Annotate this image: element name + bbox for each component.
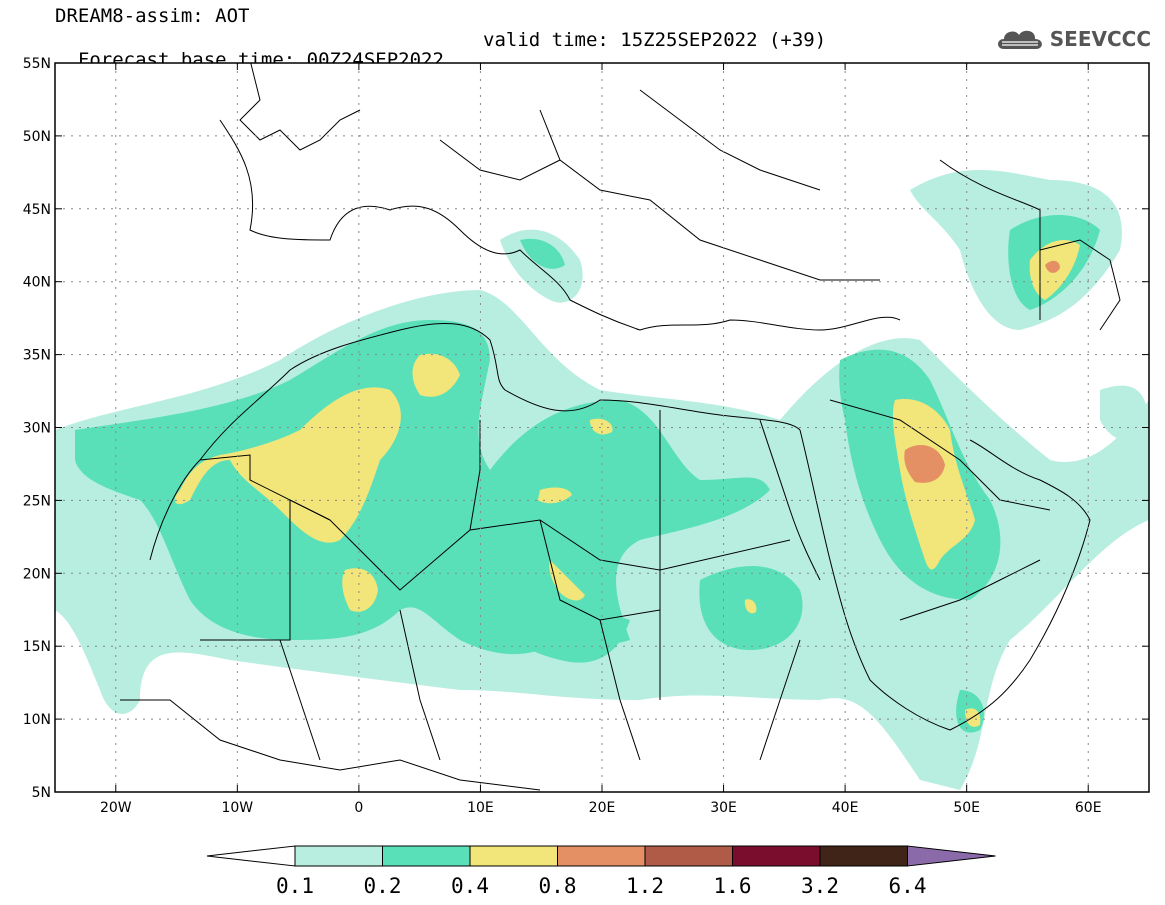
lon-label: 0 <box>354 800 363 816</box>
seevccc-logo: SEEVCCC <box>994 24 1151 54</box>
lat-label: 5N <box>32 785 51 801</box>
colorbar-box <box>644 845 733 867</box>
map-title: DREAM8-assim: AOT <box>55 5 250 27</box>
colorbar-box <box>469 845 558 867</box>
colorbar <box>206 845 996 867</box>
colorbar-label: 0.1 <box>276 874 314 898</box>
latitude-labels: 55N 50N 45N 40N 35N 30N 25N 20N 15N 10N 5N <box>23 56 51 801</box>
logo-text: SEEVCCC <box>1049 27 1151 51</box>
colorbar-box <box>819 845 908 867</box>
aot-fields <box>55 170 1149 790</box>
colorbar-label: 3.2 <box>801 874 839 898</box>
colorbar-box <box>557 845 646 867</box>
lat-label: 25N <box>23 493 51 509</box>
colorbar-high-triangle <box>907 845 996 867</box>
lat-label: 20N <box>23 566 51 582</box>
lon-label: 20W <box>100 800 132 816</box>
colorbar-box <box>732 845 821 867</box>
colorbar-label: 6.4 <box>889 874 927 898</box>
colorbar-label: 0.8 <box>539 874 577 898</box>
colorbar-box <box>382 845 471 867</box>
lon-label: 60E <box>1075 800 1102 816</box>
cloud-icon <box>997 30 1042 49</box>
lat-label: 55N <box>23 56 51 72</box>
lat-label: 15N <box>23 639 51 655</box>
lon-label: 50E <box>953 800 980 816</box>
colorbar-label: 1.6 <box>714 874 752 898</box>
lon-label: 20E <box>589 800 616 816</box>
lon-label: 10E <box>467 800 494 816</box>
aot-level-0-8 <box>904 260 1060 483</box>
colorbar-low-triangle <box>206 845 296 867</box>
colorbar-labels: 0.1 0.2 0.4 0.8 1.2 1.6 3.2 6.4 <box>276 874 926 898</box>
valid-time: valid time: 15Z25SEP2022 (+39) <box>483 29 827 51</box>
aot-level-0-4 <box>174 240 1080 727</box>
lat-label: 50N <box>23 129 51 145</box>
lat-label: 45N <box>23 202 51 218</box>
colorbar-label: 0.4 <box>451 874 489 898</box>
lat-label: 30N <box>23 421 51 437</box>
colorbar-box <box>294 845 383 867</box>
lat-label: 40N <box>23 275 51 291</box>
gridlines <box>55 63 1149 792</box>
axis-ticks <box>55 62 1149 793</box>
country-borders <box>120 63 1121 791</box>
colorbar-label: 0.2 <box>364 874 402 898</box>
lat-label: 10N <box>23 712 51 728</box>
longitude-labels: 20W 10W 0 10E 20E 30E 40E 50E 60E <box>100 800 1102 816</box>
lon-label: 10W <box>221 800 253 816</box>
lon-label: 40E <box>832 800 859 816</box>
colorbar-label: 1.2 <box>626 874 664 898</box>
lat-label: 35N <box>23 348 51 364</box>
lon-label: 30E <box>710 800 737 816</box>
